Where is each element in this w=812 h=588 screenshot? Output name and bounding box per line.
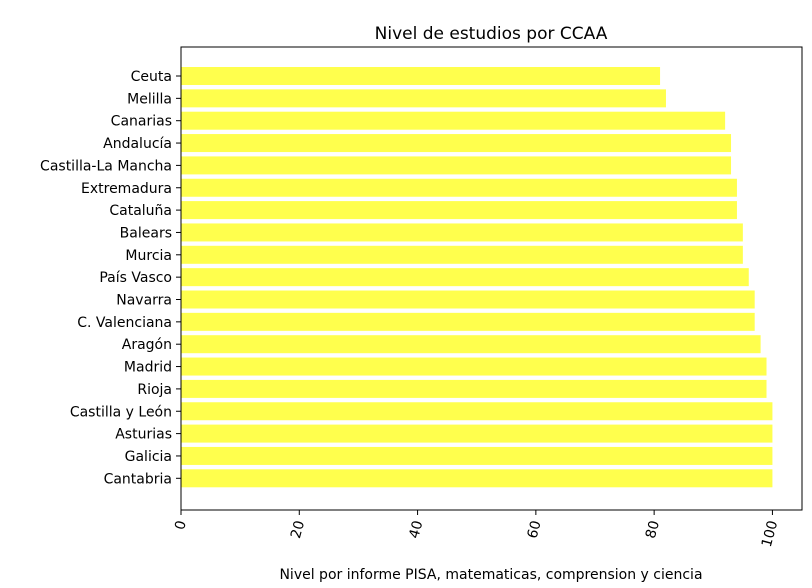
x-ticks: 0 20 40 60 80 100 — [172, 510, 781, 549]
bar-10 — [181, 290, 755, 309]
bar-6 — [181, 201, 737, 220]
y-tick-label: Murcia — [125, 248, 172, 264]
x-tick-label: 80 — [643, 519, 663, 540]
bar-14 — [181, 379, 767, 398]
bar-8 — [181, 245, 743, 264]
y-tick-label: Cantabria — [104, 471, 172, 487]
bar-3 — [181, 134, 732, 153]
y-tick-label: Rioja — [137, 382, 172, 398]
y-tick-label: C. Valenciana — [77, 315, 172, 331]
x-tick-label: 60 — [525, 519, 545, 540]
bar-17 — [181, 446, 773, 465]
bar-11 — [181, 312, 755, 331]
y-tick-label: País Vasco — [99, 270, 172, 286]
y-tick-label: Aragón — [122, 337, 172, 353]
x-tick-label: 100 — [759, 519, 781, 549]
y-tick-label: Cataluña — [109, 203, 172, 219]
x-tick-label: 20 — [288, 519, 308, 540]
y-tick-label: Galicia — [125, 449, 172, 465]
y-tick-labels: Ceuta Melilla Canarias Andalucía Castilla-La… — [40, 69, 181, 487]
y-tick-label: Castilla-La Mancha — [40, 158, 172, 174]
y-tick-label: Asturias — [115, 427, 172, 443]
bar-16 — [181, 424, 773, 443]
plot-frame — [180, 46, 803, 511]
y-tick-label: Navarra — [116, 293, 172, 309]
bar-4 — [181, 156, 732, 175]
bar-18 — [181, 469, 773, 488]
x-tick-label: 40 — [406, 519, 426, 540]
bar-5 — [181, 178, 737, 197]
y-tick-label: Madrid — [124, 360, 172, 376]
bar-9 — [181, 268, 749, 287]
bar-12 — [181, 335, 761, 354]
bar-1 — [181, 89, 666, 108]
bar-13 — [181, 357, 767, 376]
y-tick-label: Andalucía — [103, 136, 172, 152]
y-tick-label: Ceuta — [131, 69, 172, 85]
x-tick-label: 0 — [172, 519, 190, 532]
y-tick-label: Melilla — [127, 91, 172, 107]
chart-title: Nivel de estudios por CCAA — [375, 24, 608, 44]
y-tick-label: Balears — [120, 225, 172, 241]
y-tick-label: Castilla y León — [70, 404, 172, 420]
bar-7 — [181, 223, 743, 242]
bar-0 — [181, 67, 661, 85]
bar-2 — [181, 111, 726, 130]
x-axis-label: Nivel por informe PISA, matematicas, com… — [279, 567, 702, 583]
y-tick-label: Extremadura — [81, 181, 172, 197]
y-tick-label: Canarias — [111, 114, 172, 130]
bar-15 — [181, 402, 773, 421]
bars-group — [181, 67, 773, 488]
